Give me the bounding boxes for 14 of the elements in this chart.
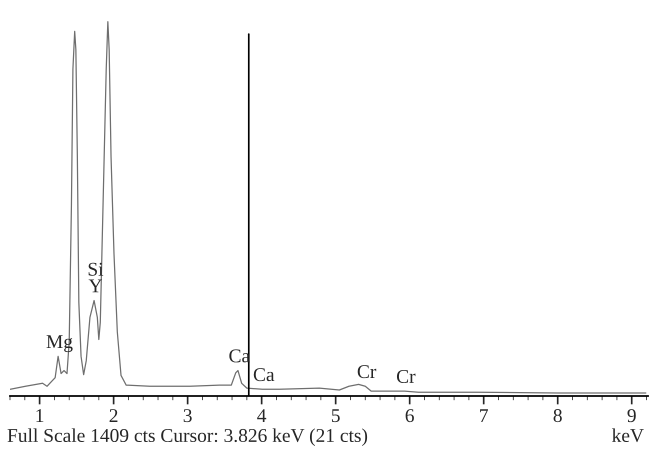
x-axis-title: keV [612,428,644,442]
x-tick-label: 3 [184,409,192,422]
x-tick-label: 6 [406,409,414,422]
x-tick-label: 4 [257,409,266,422]
x-tick-label: 9 [627,409,636,422]
annotation: Ca [254,368,274,382]
x-tick-label: 8 [554,409,562,422]
annotation: Cr [358,365,376,378]
x-tick-label: 2 [110,409,118,422]
x-tick-label: 7 [480,409,488,422]
annotation: Cr [396,370,416,384]
text: Full Scale 1409 cts Cursor: 3.826 keV (21 cts) [8,428,368,446]
x-tick-label: 1 [36,409,44,422]
x-tick-label: 5 [332,409,340,422]
